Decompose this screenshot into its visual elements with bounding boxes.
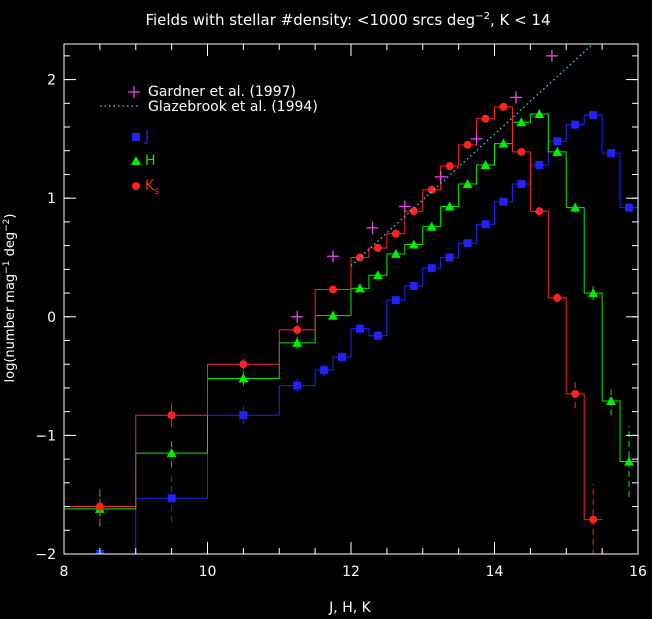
series-ks-point — [355, 253, 364, 262]
legend: Gardner et al. (1997) Glazebrook et al. … — [144, 84, 318, 197]
series-j-point — [409, 281, 418, 290]
series-h-point — [534, 108, 545, 118]
series-h-point — [408, 239, 419, 249]
series-h-point — [480, 159, 491, 169]
x-tick-label: 14 — [486, 564, 504, 580]
legend-h-label: H — [145, 153, 156, 169]
legend-gardner-mark — [128, 86, 140, 98]
x-tick-label: 8 — [60, 564, 69, 580]
series-j-point — [517, 179, 526, 188]
series-ks-point — [329, 285, 338, 294]
series-ks-point — [373, 244, 382, 252]
legend-k-mark — [132, 182, 140, 190]
legend-k-label: Ks — [145, 178, 159, 197]
series-gardner-et-al-1997-point — [291, 310, 304, 323]
series-h-point — [238, 373, 249, 383]
series-ks-point — [517, 147, 526, 156]
series-j-point — [167, 494, 176, 503]
series-ks-point — [499, 102, 508, 111]
series-ks-point — [293, 325, 302, 334]
y-tick-label: −1 — [35, 428, 56, 444]
series-gardner-et-al-1997-point — [366, 221, 379, 234]
series-j-point — [355, 324, 364, 333]
series-j-point — [427, 264, 436, 273]
series-j-point — [445, 253, 454, 262]
series-h-point — [552, 146, 563, 156]
series-h-point — [570, 202, 581, 212]
series-h-point — [516, 117, 527, 127]
series-ks-point — [463, 140, 472, 149]
series-h-point — [444, 201, 455, 211]
series-gardner-et-al-1997-point — [545, 49, 558, 62]
series-ks-point — [95, 502, 104, 511]
series-gardner-et-al-1997-point — [470, 132, 483, 145]
series-gardner-et-al-1997-point — [327, 250, 340, 263]
series-h-point — [390, 248, 401, 258]
series-h-point — [462, 178, 473, 188]
series-j-point — [338, 353, 347, 362]
series-gardner-et-al-1997-point — [398, 200, 411, 213]
series-j-point — [499, 197, 508, 206]
series-ks-point — [239, 360, 248, 369]
series-ks-point — [571, 389, 580, 398]
series-j-point — [553, 137, 562, 146]
series-ks-point — [427, 185, 436, 194]
x-tick-label: 12 — [342, 564, 360, 580]
series-j-point — [625, 203, 634, 212]
y-tick-label: 2 — [47, 73, 56, 89]
series-ks-point — [409, 207, 418, 216]
series-h-point — [354, 283, 365, 293]
series-j-point — [239, 411, 248, 420]
y-tick-label: 0 — [47, 310, 56, 326]
series-h-point — [624, 456, 635, 466]
series-ks-point — [167, 411, 176, 420]
plot-area — [64, 44, 638, 554]
legend-j-mark — [132, 133, 140, 141]
series-h-point — [606, 396, 617, 405]
series-ks-point — [589, 515, 598, 524]
x-tick-label: 16 — [629, 564, 647, 580]
series-j-point — [589, 111, 598, 120]
series-h-point — [328, 310, 339, 320]
series-ks-point — [445, 162, 454, 171]
y-tick-label: 1 — [47, 191, 56, 207]
series-ks-point — [481, 114, 490, 123]
series-j-point — [535, 160, 544, 169]
series-h-point — [372, 270, 383, 280]
series-gardner-et-al-1997-point — [434, 170, 447, 183]
x-axis-label: J, H, K — [328, 600, 371, 616]
series-gardner-et-al-1997-point — [510, 91, 523, 104]
series-h-point — [498, 138, 509, 148]
legend-h-mark — [131, 156, 141, 165]
series-j-point — [373, 331, 382, 340]
series-ks-point — [553, 293, 562, 302]
series-ks-point — [391, 229, 400, 238]
series-j-point — [463, 239, 472, 248]
legend-gardner-label: Gardner et al. (1997) — [148, 84, 296, 100]
series-j-point — [391, 296, 400, 305]
x-tick-label: 10 — [199, 564, 217, 580]
legend-j-label: J — [144, 129, 149, 145]
series-h-point — [588, 288, 599, 298]
series-ks-point — [535, 207, 544, 216]
series-j-point — [571, 120, 580, 129]
y-axis-label: log(number mag−1 deg−2) — [2, 214, 18, 383]
series-j-point — [293, 381, 302, 390]
y-tick-label: −2 — [35, 547, 56, 563]
legend-marks — [100, 86, 141, 190]
series-h-point — [292, 337, 303, 347]
series-j-point — [481, 220, 490, 229]
series-j-point — [320, 366, 329, 375]
legend-glazebrook-label: Glazebrook et al. (1994) — [148, 99, 318, 115]
chart-title: Fields with stellar #density: <1000 srcs… — [145, 11, 550, 29]
series-h-point — [166, 448, 177, 458]
series-j-step-line — [64, 114, 638, 554]
series-glazebrook-et-al-1994-line — [350, 44, 594, 267]
series-j-point — [607, 149, 616, 158]
series-h-point — [426, 221, 437, 231]
